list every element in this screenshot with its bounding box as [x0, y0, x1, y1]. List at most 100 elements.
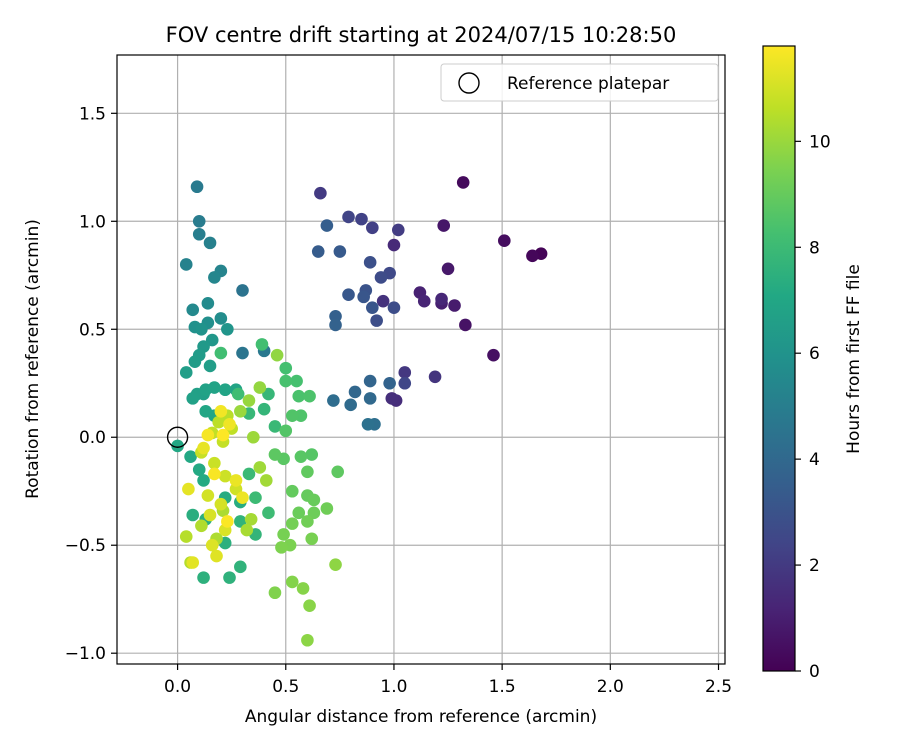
data-point [195, 322, 208, 336]
grid-lines [117, 55, 725, 664]
data-point [253, 381, 267, 394]
colorbar-tick-label: 0 [809, 662, 820, 682]
data-point [221, 322, 234, 336]
data-point [361, 417, 375, 431]
data-point [385, 392, 399, 405]
data-point [366, 301, 379, 314]
data-point [366, 221, 379, 235]
data-point [487, 348, 500, 362]
data-point [363, 374, 377, 388]
data-point [229, 482, 243, 496]
x-tick-label: 1.0 [380, 677, 407, 697]
legend: Reference platepar [440, 63, 719, 102]
colorbar-tick-label: 4 [809, 450, 820, 470]
data-point [279, 424, 293, 438]
data-point [214, 497, 228, 511]
data-point [205, 538, 219, 552]
data-point [236, 346, 249, 360]
data-point [331, 465, 344, 479]
y-tick-label: −0.5 [65, 536, 106, 556]
data-point [259, 474, 273, 487]
data-point [188, 355, 202, 368]
data-point [301, 465, 314, 479]
data-point [270, 348, 284, 362]
data-point [242, 467, 256, 481]
data-point [186, 392, 200, 405]
data-point [262, 387, 275, 401]
plot-frame [116, 54, 726, 665]
data-point [456, 176, 470, 189]
x-tick-label: 1.5 [489, 677, 516, 697]
x-axis-ticks: 0.0 0.5 1.0 1.5 2.0 2.5 [164, 664, 732, 697]
data-point [203, 508, 217, 522]
data-point [285, 484, 299, 498]
data-point [398, 376, 412, 390]
data-point [197, 441, 210, 455]
data-point [301, 633, 314, 647]
data-point [192, 463, 206, 476]
x-axis-label: Angular distance from reference (arcmin) [245, 707, 597, 727]
data-point [294, 450, 308, 463]
data-point [355, 212, 368, 226]
data-point [329, 558, 342, 571]
data-point [201, 428, 215, 442]
data-point [303, 599, 316, 612]
data-point [255, 338, 269, 351]
data-point [294, 409, 308, 422]
data-point [214, 312, 228, 325]
x-tick-label: 0.0 [164, 677, 191, 697]
data-point [348, 385, 362, 399]
data-point [186, 303, 200, 317]
data-point [292, 389, 306, 403]
data-point [223, 417, 236, 431]
data-point [229, 474, 243, 487]
data-point [182, 482, 195, 496]
data-point [223, 571, 236, 584]
data-point [197, 571, 210, 584]
colorbar: 0 2 4 6 8 10 Hours from first FF file [762, 45, 864, 682]
data-point [192, 214, 206, 228]
data-point [303, 389, 316, 403]
colorbar-ticks: 0 2 4 6 8 10 [795, 132, 831, 682]
x-tick-label: 2.5 [705, 677, 732, 697]
data-point [214, 346, 228, 360]
data-point [249, 491, 262, 505]
data-point [526, 249, 539, 263]
legend-label: Reference platepar [507, 74, 669, 94]
data-point [205, 333, 219, 347]
data-point [234, 560, 247, 574]
data-point [236, 284, 249, 297]
data-point [179, 530, 193, 543]
data-point [296, 582, 310, 595]
data-point [333, 245, 347, 258]
y-axis-ticks: −1.0 −0.5 0.0 0.5 1.0 1.5 [65, 104, 117, 664]
data-point [448, 299, 461, 312]
data-point [268, 420, 282, 433]
data-point [301, 515, 314, 528]
data-point [285, 575, 299, 589]
y-tick-label: 1.5 [79, 104, 106, 124]
data-point [344, 398, 357, 412]
data-point [214, 405, 228, 418]
data-point [357, 290, 370, 304]
data-point [290, 374, 303, 388]
data-point [383, 376, 396, 390]
colorbar-label: Hours from first FF file [844, 264, 864, 454]
data-point [195, 519, 208, 533]
data-point [498, 234, 511, 248]
data-point [363, 392, 377, 405]
data-point [268, 448, 282, 461]
data-point [201, 489, 215, 502]
data-point [417, 294, 431, 308]
data-point [247, 430, 260, 444]
data-point [314, 186, 327, 200]
data-point [179, 366, 193, 379]
data-points [166, 176, 548, 647]
data-point [437, 219, 451, 232]
data-point [311, 245, 325, 258]
data-point [186, 508, 200, 522]
data-point [279, 361, 293, 375]
data-point [218, 469, 232, 483]
data-point [190, 180, 204, 194]
data-point [208, 456, 221, 470]
